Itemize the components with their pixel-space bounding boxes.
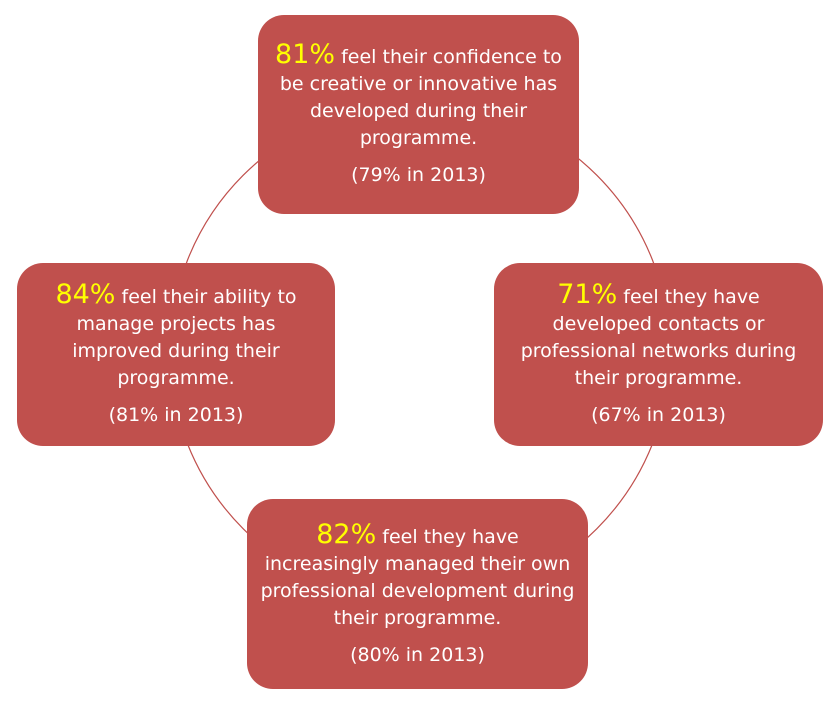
stat-box-creativity: 81% feel their confidence to be creative…	[258, 15, 579, 214]
stat-text: feel their confidence to be creative or …	[279, 46, 562, 149]
stat-percent: 84%	[55, 279, 116, 310]
stat-box-networks: 71% feel they have developed contacts or…	[494, 263, 823, 446]
stat-prior-year: (67% in 2013)	[591, 404, 726, 426]
stat-percent: 81%	[275, 39, 336, 70]
stat-text: feel they have developed contacts or pro…	[520, 286, 797, 389]
stat-text: feel their ability to manage projects ha…	[72, 286, 297, 389]
stat-text: feel they have increasingly managed thei…	[260, 525, 575, 629]
stat-box-project-management: 84% feel their ability to manage project…	[17, 263, 335, 446]
stat-prior-year: (80% in 2013)	[350, 643, 485, 666]
stat-prior-year: (79% in 2013)	[351, 164, 486, 186]
stat-percent: 82%	[316, 518, 377, 550]
stat-percent: 71%	[557, 279, 618, 310]
stat-prior-year: (81% in 2013)	[108, 404, 244, 426]
stat-box-professional-development: 82% feel they have increasingly managed …	[247, 499, 588, 689]
